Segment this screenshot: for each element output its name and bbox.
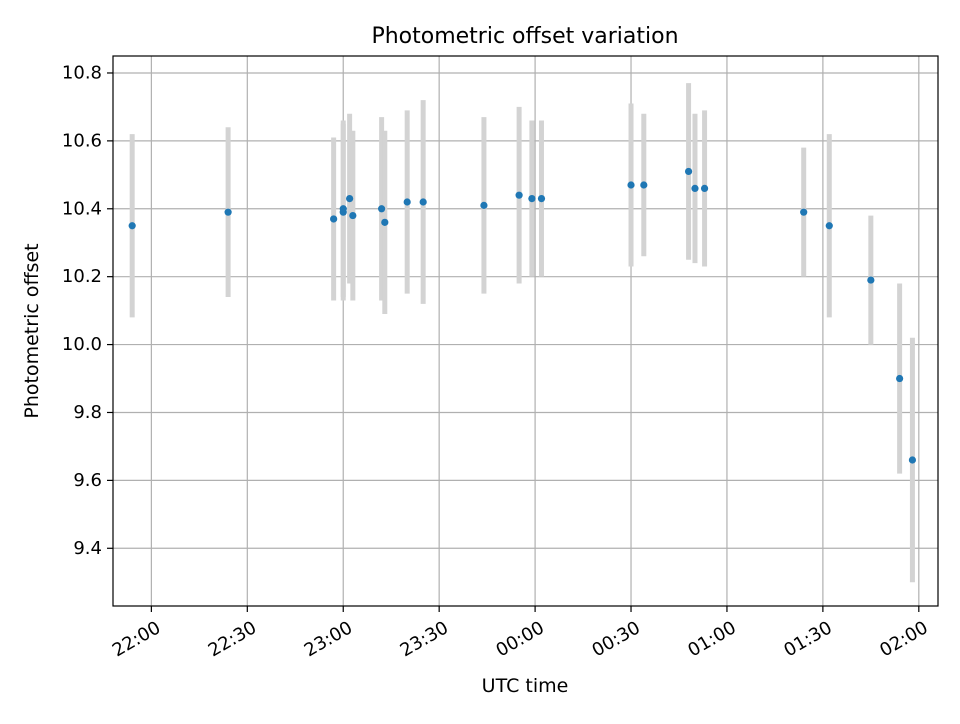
data-point — [684, 167, 693, 176]
data-point — [224, 208, 232, 216]
data-point — [378, 205, 386, 213]
data-point — [867, 276, 875, 284]
y-tick-label: 10.6 — [62, 130, 102, 151]
data-point — [128, 222, 136, 230]
data-point — [700, 184, 709, 193]
data-point — [346, 194, 354, 203]
data-point — [330, 215, 338, 223]
data-point — [349, 211, 357, 220]
data-point — [381, 218, 389, 226]
y-tick-label: 9.8 — [73, 402, 102, 423]
data-point — [528, 194, 536, 203]
data-point — [908, 456, 917, 464]
axes-frame — [112, 55, 939, 607]
chart-title: Photometric offset variation — [371, 24, 678, 49]
y-tick-label: 9.4 — [73, 538, 102, 559]
data-point — [515, 191, 523, 199]
data-point — [825, 222, 833, 230]
data-point — [627, 181, 635, 189]
y-tick-label: 10.8 — [62, 62, 102, 83]
data-point — [480, 201, 488, 209]
y-axis-label: Photometric offset — [21, 243, 43, 418]
data-point — [896, 374, 904, 383]
y-axis-ticks: 9.4 9.6 9.8 10.0 10.2 10.4 10.6 10.8 — [62, 62, 113, 559]
data-point — [800, 208, 808, 216]
y-tick-label: 10.0 — [62, 334, 102, 355]
x-axis-label: UTC time — [482, 675, 569, 697]
y-tick-label: 10.4 — [62, 198, 102, 219]
data-point — [419, 198, 427, 206]
data-point — [339, 205, 347, 213]
data-point — [403, 198, 411, 206]
y-tick-label: 10.2 — [62, 266, 102, 287]
data-point — [691, 184, 699, 193]
data-point — [640, 181, 648, 189]
y-tick-label: 9.6 — [73, 470, 102, 491]
data-point — [537, 194, 546, 203]
data-points — [128, 167, 917, 464]
